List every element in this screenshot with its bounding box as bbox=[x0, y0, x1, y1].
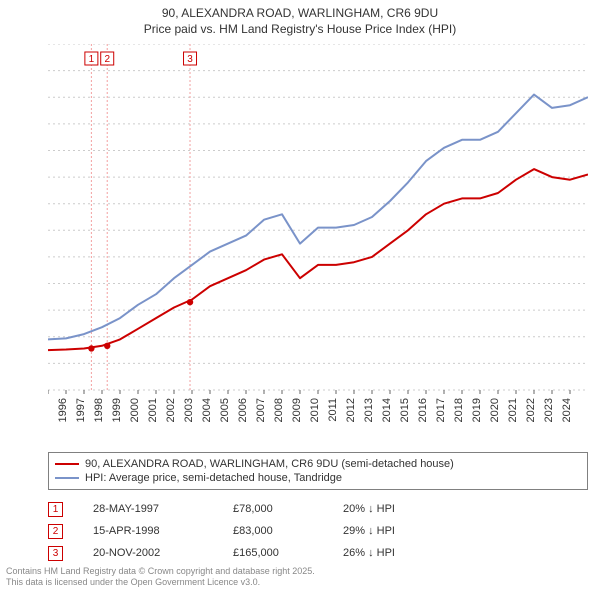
svg-text:2010: 2010 bbox=[309, 398, 321, 422]
svg-text:2: 2 bbox=[104, 54, 110, 65]
footer-line2: This data is licensed under the Open Gov… bbox=[6, 577, 315, 588]
svg-text:2014: 2014 bbox=[381, 398, 393, 422]
svg-text:1995: 1995 bbox=[48, 398, 51, 422]
legend-label-property: 90, ALEXANDRA ROAD, WARLINGHAM, CR6 9DU … bbox=[85, 458, 454, 470]
legend-swatch-hpi bbox=[55, 477, 79, 479]
chart-container: 90, ALEXANDRA ROAD, WARLINGHAM, CR6 9DU … bbox=[0, 0, 600, 590]
svg-text:2024: 2024 bbox=[561, 398, 573, 422]
svg-text:2003: 2003 bbox=[183, 398, 195, 422]
svg-text:2008: 2008 bbox=[273, 398, 285, 422]
svg-text:2005: 2005 bbox=[219, 398, 231, 422]
svg-text:1: 1 bbox=[89, 54, 95, 65]
svg-text:2016: 2016 bbox=[417, 398, 429, 422]
svg-text:3: 3 bbox=[187, 54, 193, 65]
sales-row-2: 2 15-APR-1998 £83,000 29% ↓ HPI bbox=[48, 520, 443, 542]
sale-marker-3: 3 bbox=[48, 546, 63, 561]
legend-label-hpi: HPI: Average price, semi-detached house,… bbox=[85, 472, 342, 484]
title-block: 90, ALEXANDRA ROAD, WARLINGHAM, CR6 9DU … bbox=[0, 0, 600, 37]
legend-row-property: 90, ALEXANDRA ROAD, WARLINGHAM, CR6 9DU … bbox=[55, 457, 581, 471]
svg-text:1997: 1997 bbox=[75, 398, 87, 422]
sale-date-1: 28-MAY-1997 bbox=[93, 503, 203, 515]
svg-text:2007: 2007 bbox=[255, 398, 267, 422]
sale-delta-3: 26% ↓ HPI bbox=[343, 547, 443, 559]
sale-price-1: £78,000 bbox=[233, 503, 313, 515]
legend-row-hpi: HPI: Average price, semi-detached house,… bbox=[55, 471, 581, 485]
svg-text:2020: 2020 bbox=[489, 398, 501, 422]
legend-swatch-property bbox=[55, 463, 79, 465]
footer: Contains HM Land Registry data © Crown c… bbox=[6, 566, 315, 589]
sale-date-2: 15-APR-1998 bbox=[93, 525, 203, 537]
sale-delta-1: 20% ↓ HPI bbox=[343, 503, 443, 515]
svg-text:2018: 2018 bbox=[453, 398, 465, 422]
sale-marker-1: 1 bbox=[48, 502, 63, 517]
svg-text:2009: 2009 bbox=[291, 398, 303, 422]
sales-table: 1 28-MAY-1997 £78,000 20% ↓ HPI 2 15-APR… bbox=[48, 498, 443, 564]
chart-svg: £0£50K£100K£150K£200K£250K£300K£350K£400… bbox=[48, 44, 588, 424]
title-line2: Price paid vs. HM Land Registry's House … bbox=[0, 22, 600, 38]
sale-marker-2: 2 bbox=[48, 524, 63, 539]
svg-text:2001: 2001 bbox=[147, 398, 159, 422]
footer-line1: Contains HM Land Registry data © Crown c… bbox=[6, 566, 315, 577]
sales-row-1: 1 28-MAY-1997 £78,000 20% ↓ HPI bbox=[48, 498, 443, 520]
chart-area: £0£50K£100K£150K£200K£250K£300K£350K£400… bbox=[48, 44, 588, 424]
svg-text:2017: 2017 bbox=[435, 398, 447, 422]
title-line1: 90, ALEXANDRA ROAD, WARLINGHAM, CR6 9DU bbox=[0, 6, 600, 22]
svg-text:2022: 2022 bbox=[525, 398, 537, 422]
svg-text:2000: 2000 bbox=[129, 398, 141, 422]
svg-text:2011: 2011 bbox=[327, 398, 339, 422]
svg-text:2004: 2004 bbox=[201, 398, 213, 422]
svg-text:2023: 2023 bbox=[543, 398, 555, 422]
svg-text:2013: 2013 bbox=[363, 398, 375, 422]
svg-text:2019: 2019 bbox=[471, 398, 483, 422]
svg-text:2002: 2002 bbox=[165, 398, 177, 422]
legend-box: 90, ALEXANDRA ROAD, WARLINGHAM, CR6 9DU … bbox=[48, 452, 588, 490]
svg-text:2012: 2012 bbox=[345, 398, 357, 422]
sale-delta-2: 29% ↓ HPI bbox=[343, 525, 443, 537]
sales-row-3: 3 20-NOV-2002 £165,000 26% ↓ HPI bbox=[48, 542, 443, 564]
svg-text:2021: 2021 bbox=[507, 398, 519, 422]
svg-text:1999: 1999 bbox=[111, 398, 123, 422]
svg-text:2015: 2015 bbox=[399, 398, 411, 422]
sale-date-3: 20-NOV-2002 bbox=[93, 547, 203, 559]
sale-price-3: £165,000 bbox=[233, 547, 313, 559]
svg-text:2006: 2006 bbox=[237, 398, 249, 422]
svg-text:1996: 1996 bbox=[57, 398, 69, 422]
sale-price-2: £83,000 bbox=[233, 525, 313, 537]
svg-text:1998: 1998 bbox=[93, 398, 105, 422]
